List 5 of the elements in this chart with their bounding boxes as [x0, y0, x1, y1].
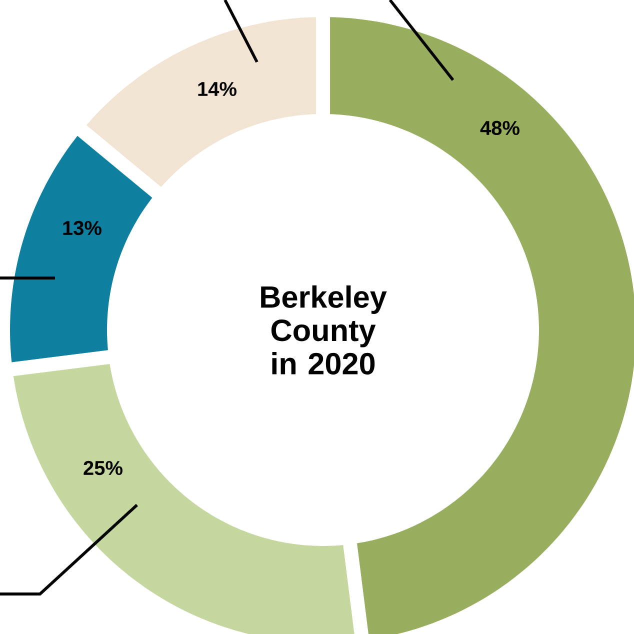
data-label: 48%	[480, 120, 520, 136]
data-label: 14%	[198, 82, 236, 96]
data-label: 25%	[84, 460, 122, 476]
data-label: 13%	[63, 220, 102, 236]
text: Berkeley County in 2020	[261, 285, 387, 375]
